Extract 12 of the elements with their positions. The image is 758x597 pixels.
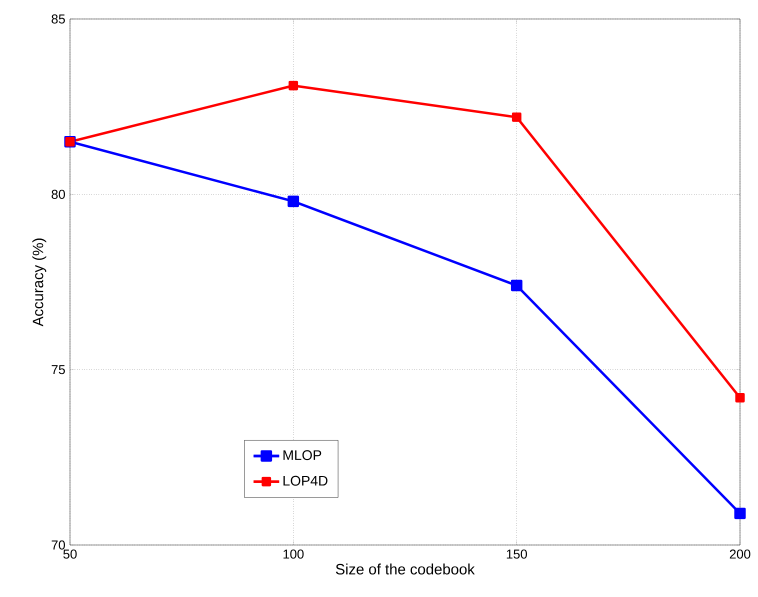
- y-tick-label: 80: [52, 190, 65, 199]
- legend-label: MLOP: [284, 450, 322, 460]
- y-tick-label: 70: [52, 540, 65, 550]
- legend-label: LOP4D: [284, 476, 328, 486]
- y-tick-label: 85: [52, 14, 65, 24]
- x-tick-label: 200: [730, 550, 750, 559]
- x-tick-label: 150: [506, 550, 527, 559]
- y-tick-label: 75: [52, 365, 65, 374]
- x-axis-title: Size of the codebook: [336, 564, 475, 575]
- y-axis-title: Accuracy (%): [32, 238, 46, 326]
- x-tick-label: 50: [63, 550, 77, 559]
- x-tick-label: 100: [284, 550, 304, 559]
